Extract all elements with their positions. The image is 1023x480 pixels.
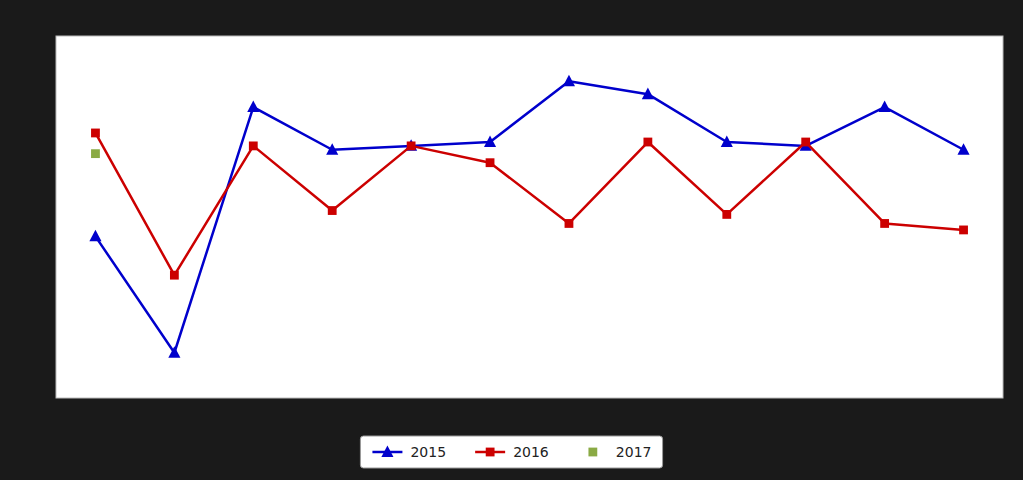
- data-point: [247, 101, 259, 113]
- legend-marker: [381, 445, 393, 457]
- data-point: [959, 226, 968, 235]
- legend-label: 2015: [410, 444, 446, 460]
- legend-marker: [588, 448, 597, 457]
- series-0: [89, 75, 969, 358]
- data-point: [879, 101, 891, 113]
- data-point: [486, 158, 495, 167]
- data-point: [170, 271, 179, 280]
- plot-area: [56, 36, 1003, 398]
- legend-marker: [486, 448, 495, 457]
- data-point: [642, 88, 654, 100]
- data-point: [328, 206, 337, 215]
- data-point: [91, 149, 100, 158]
- legend-label: 2017: [616, 444, 652, 460]
- series-1: [91, 129, 968, 280]
- data-point: [168, 346, 180, 358]
- data-point: [957, 143, 969, 155]
- data-point: [484, 135, 496, 147]
- data-point: [801, 138, 810, 147]
- chart-container: 2015 2016 2017: [0, 0, 1023, 480]
- series-2: [91, 149, 100, 158]
- data-point: [880, 219, 889, 228]
- legend-box: [360, 436, 662, 468]
- data-point: [722, 210, 731, 219]
- marks: [89, 75, 969, 358]
- data-point: [407, 141, 416, 150]
- chart-svg: 2015 2016 2017: [0, 0, 1023, 480]
- data-point: [721, 135, 733, 147]
- series-line: [95, 133, 963, 275]
- legend-label: 2016: [513, 444, 549, 460]
- background: [0, 0, 1023, 480]
- data-point: [326, 143, 338, 155]
- data-point: [91, 129, 100, 138]
- plot-frame: [56, 36, 1003, 398]
- data-point: [249, 141, 258, 150]
- legend: 2015 2016 2017: [360, 436, 662, 468]
- series-line: [95, 81, 963, 353]
- data-point: [643, 138, 652, 147]
- data-point: [565, 219, 574, 228]
- data-point: [405, 139, 417, 151]
- data-point: [89, 230, 101, 242]
- data-point: [563, 75, 575, 87]
